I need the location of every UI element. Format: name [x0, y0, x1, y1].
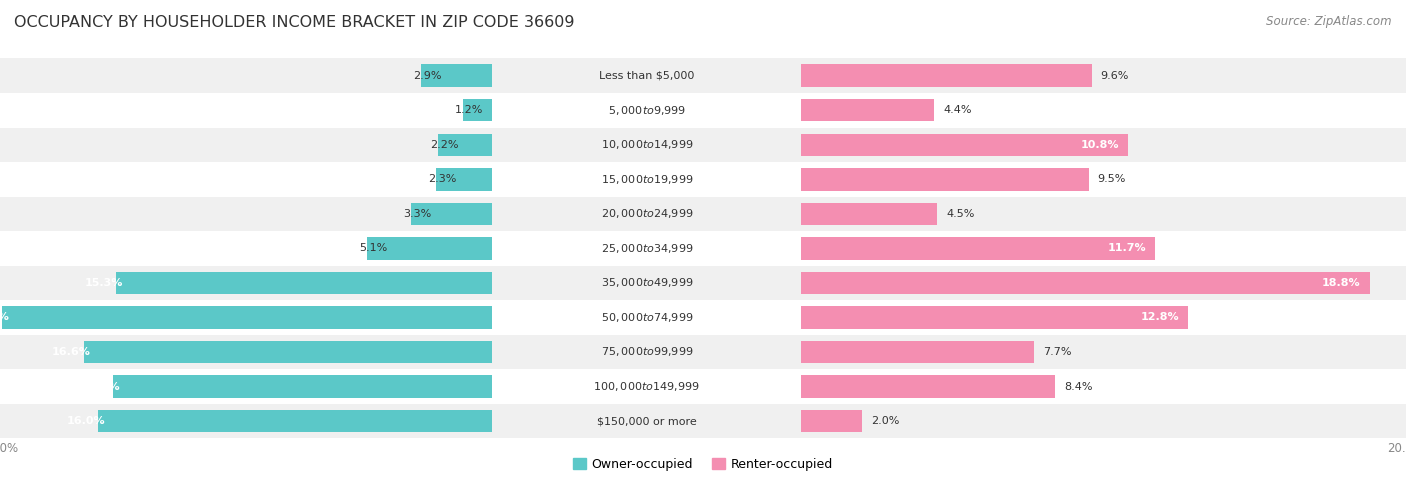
Text: 4.4%: 4.4% — [943, 105, 972, 115]
Bar — [801, 410, 862, 432]
Text: 18.8%: 18.8% — [1322, 278, 1361, 288]
Bar — [492, 128, 801, 162]
Bar — [0, 93, 492, 128]
Bar — [801, 197, 1406, 231]
Bar — [3, 306, 492, 329]
Text: 9.5%: 9.5% — [1098, 174, 1126, 184]
Bar — [801, 341, 1035, 363]
Bar — [492, 404, 801, 438]
Text: 4.5%: 4.5% — [946, 209, 974, 219]
Text: $20,000 to $24,999: $20,000 to $24,999 — [600, 207, 693, 220]
Bar — [492, 300, 801, 335]
Text: 1.2%: 1.2% — [456, 105, 484, 115]
Bar — [367, 237, 492, 260]
Bar — [492, 58, 801, 93]
Text: $50,000 to $74,999: $50,000 to $74,999 — [600, 311, 693, 324]
Bar — [801, 168, 1088, 190]
Bar — [492, 265, 801, 300]
Text: 2.2%: 2.2% — [430, 140, 460, 150]
Text: 12.8%: 12.8% — [1140, 313, 1180, 322]
Bar — [801, 58, 1406, 93]
Text: 15.4%: 15.4% — [82, 381, 121, 392]
Text: 3.3%: 3.3% — [404, 209, 432, 219]
Bar — [492, 197, 801, 231]
Text: Less than $5,000: Less than $5,000 — [599, 71, 695, 81]
Bar — [0, 404, 492, 438]
Bar — [439, 133, 492, 156]
Bar — [801, 203, 938, 225]
Bar — [801, 133, 1128, 156]
Bar — [801, 335, 1406, 369]
Bar — [492, 335, 801, 369]
Bar — [492, 162, 801, 197]
Bar — [420, 64, 492, 87]
Bar — [0, 335, 492, 369]
Text: 2.3%: 2.3% — [429, 174, 457, 184]
Text: 9.6%: 9.6% — [1101, 71, 1129, 81]
Bar — [801, 128, 1406, 162]
Bar — [801, 306, 1188, 329]
Bar — [0, 231, 492, 265]
Text: 16.0%: 16.0% — [67, 416, 105, 426]
Bar — [801, 272, 1369, 294]
Text: 16.6%: 16.6% — [52, 347, 91, 357]
Text: 19.9%: 19.9% — [0, 313, 10, 322]
Bar — [98, 410, 492, 432]
Bar — [801, 237, 1156, 260]
Bar — [0, 162, 492, 197]
Bar — [801, 64, 1091, 87]
Bar — [801, 93, 1406, 128]
Bar — [0, 128, 492, 162]
Bar — [83, 341, 492, 363]
Text: $10,000 to $14,999: $10,000 to $14,999 — [600, 138, 693, 151]
Bar — [0, 58, 492, 93]
Text: 2.0%: 2.0% — [870, 416, 900, 426]
Bar — [801, 162, 1406, 197]
Bar — [801, 404, 1406, 438]
Bar — [492, 93, 801, 128]
Text: 15.3%: 15.3% — [84, 278, 124, 288]
Bar — [411, 203, 492, 225]
Bar — [0, 300, 492, 335]
Bar — [801, 369, 1406, 404]
Text: $150,000 or more: $150,000 or more — [598, 416, 696, 426]
Text: $25,000 to $34,999: $25,000 to $34,999 — [600, 242, 693, 255]
Bar — [436, 168, 492, 190]
Bar — [0, 197, 492, 231]
Bar — [801, 265, 1406, 300]
Text: 8.4%: 8.4% — [1064, 381, 1092, 392]
Text: OCCUPANCY BY HOUSEHOLDER INCOME BRACKET IN ZIP CODE 36609: OCCUPANCY BY HOUSEHOLDER INCOME BRACKET … — [14, 15, 575, 30]
Bar — [0, 265, 492, 300]
Bar — [0, 369, 492, 404]
Text: $15,000 to $19,999: $15,000 to $19,999 — [600, 173, 693, 186]
Text: 11.7%: 11.7% — [1108, 244, 1146, 253]
Bar — [112, 375, 492, 398]
Bar — [492, 369, 801, 404]
Text: 2.9%: 2.9% — [413, 71, 441, 81]
Bar — [801, 99, 935, 121]
Bar — [463, 99, 492, 121]
Text: $35,000 to $49,999: $35,000 to $49,999 — [600, 277, 693, 289]
Text: 10.8%: 10.8% — [1080, 140, 1119, 150]
Text: $100,000 to $149,999: $100,000 to $149,999 — [593, 380, 700, 393]
Text: 7.7%: 7.7% — [1043, 347, 1071, 357]
Bar — [801, 231, 1406, 265]
Bar — [801, 375, 1056, 398]
Text: 5.1%: 5.1% — [360, 244, 388, 253]
Bar — [115, 272, 492, 294]
Bar — [801, 300, 1406, 335]
Legend: Owner-occupied, Renter-occupied: Owner-occupied, Renter-occupied — [568, 453, 838, 476]
Text: Source: ZipAtlas.com: Source: ZipAtlas.com — [1267, 15, 1392, 28]
Bar — [492, 231, 801, 265]
Text: $75,000 to $99,999: $75,000 to $99,999 — [600, 345, 693, 358]
Text: $5,000 to $9,999: $5,000 to $9,999 — [607, 104, 686, 117]
